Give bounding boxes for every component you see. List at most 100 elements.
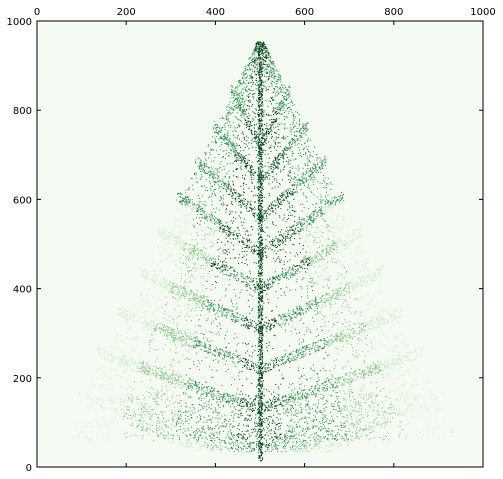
scatter-point <box>268 169 270 171</box>
scatter-point <box>258 340 259 342</box>
scatter-point <box>149 278 151 280</box>
scatter-point <box>264 60 266 62</box>
scatter-point <box>259 144 261 146</box>
scatter-point <box>141 426 143 428</box>
scatter-point <box>231 439 233 440</box>
scatter-point <box>278 315 279 317</box>
scatter-point <box>254 345 256 347</box>
scatter-point <box>319 447 321 449</box>
scatter-point <box>185 291 187 293</box>
scatter-point <box>258 77 260 78</box>
scatter-point <box>229 101 231 103</box>
scatter-point <box>260 127 262 129</box>
scatter-point <box>393 336 395 338</box>
scatter-point <box>185 192 187 194</box>
scatter-point <box>293 140 295 141</box>
scatter-point <box>307 187 309 188</box>
scatter-point <box>259 341 261 343</box>
scatter-point <box>330 188 332 190</box>
scatter-point <box>258 442 259 444</box>
scatter-point <box>257 241 259 242</box>
scatter-point <box>210 187 211 189</box>
scatter-point <box>259 254 261 255</box>
scatter-point <box>272 71 274 73</box>
scatter-point <box>261 429 263 431</box>
scatter-point <box>171 260 173 262</box>
scatter-point <box>289 182 291 183</box>
scatter-point <box>218 154 220 156</box>
scatter-point <box>145 320 147 322</box>
scatter-point <box>296 278 298 280</box>
scatter-point <box>276 179 278 181</box>
scatter-point <box>279 142 281 144</box>
scatter-point <box>230 442 232 444</box>
scatter-point <box>277 142 279 144</box>
scatter-point <box>340 429 342 431</box>
scatter-point <box>235 211 237 213</box>
scatter-point <box>203 185 205 187</box>
scatter-point <box>260 78 262 80</box>
scatter-point <box>124 360 126 362</box>
scatter-point <box>242 131 244 133</box>
scatter-point <box>253 262 255 264</box>
scatter-point <box>123 379 125 381</box>
scatter-point <box>436 427 438 429</box>
scatter-point <box>128 329 129 331</box>
scatter-point <box>260 259 262 261</box>
scatter-point <box>139 355 141 357</box>
scatter-point <box>261 346 263 348</box>
scatter-point <box>261 64 262 66</box>
scatter-point <box>253 119 255 121</box>
scatter-point <box>275 120 277 122</box>
scatter-point <box>258 383 260 385</box>
scatter-point <box>281 192 283 194</box>
scatter-point <box>339 335 341 337</box>
scatter-point <box>354 249 356 251</box>
scatter-point <box>361 291 363 293</box>
scatter-point <box>246 116 248 118</box>
scatter-point <box>217 267 219 269</box>
scatter-point <box>224 244 226 246</box>
scatter-point <box>233 378 235 380</box>
scatter-point <box>258 294 260 296</box>
scatter-point <box>359 372 361 374</box>
scatter-point <box>288 201 290 203</box>
scatter-point <box>148 413 150 415</box>
scatter-point <box>252 77 254 78</box>
scatter-point <box>269 59 271 61</box>
scatter-point <box>280 113 282 115</box>
scatter-point <box>139 302 141 303</box>
scatter-point <box>340 250 341 252</box>
scatter-point <box>185 214 186 216</box>
scatter-point <box>160 270 162 272</box>
scatter-point <box>391 357 393 359</box>
scatter-point <box>237 176 239 178</box>
scatter-point <box>277 186 279 188</box>
scatter-point <box>307 442 309 444</box>
scatter-point <box>161 260 163 262</box>
scatter-point <box>347 248 349 249</box>
scatter-point <box>250 76 252 78</box>
scatter-point <box>315 432 317 433</box>
scatter-point <box>261 131 263 133</box>
scatter-point <box>247 362 249 364</box>
scatter-point <box>233 400 235 401</box>
scatter-point <box>214 223 215 224</box>
scatter-point <box>186 313 188 315</box>
scatter-point <box>242 72 244 73</box>
scatter-point <box>202 230 204 232</box>
scatter-point <box>257 111 259 113</box>
scatter-point <box>188 423 190 425</box>
scatter-point <box>321 183 323 185</box>
scatter-point <box>364 355 366 357</box>
scatter-point <box>180 267 182 269</box>
scatter-point <box>271 82 273 84</box>
scatter-point <box>260 406 262 408</box>
scatter-point <box>146 275 148 277</box>
scatter-point <box>261 91 263 93</box>
scatter-point <box>246 85 248 87</box>
scatter-point <box>225 237 227 239</box>
scatter-point <box>297 169 299 171</box>
scatter-point <box>277 126 279 128</box>
scatter-point <box>128 309 130 311</box>
